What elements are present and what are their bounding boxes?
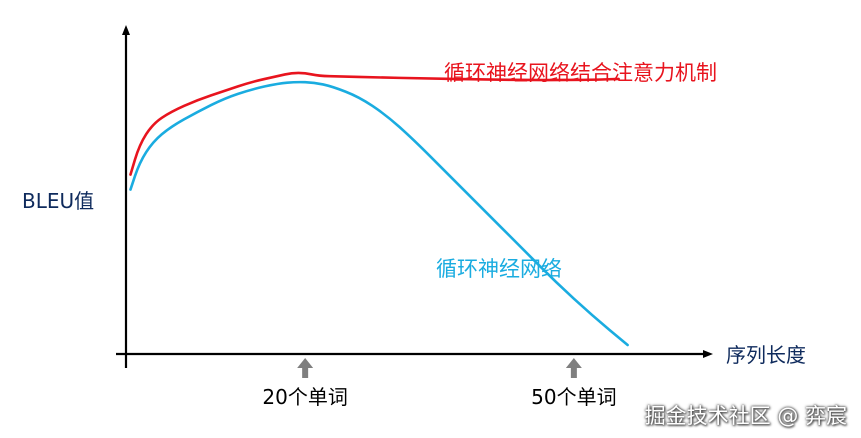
x-marker-0: 20个单词: [262, 358, 348, 409]
marker-layer: 20个单词 50个单词: [262, 358, 617, 409]
watermark: 掘金技术社区 @ 弈宸: [644, 404, 847, 428]
x-marker-arrow-icon: [297, 358, 314, 378]
y-axis-label: BLEU值: [22, 189, 94, 213]
series-layer: [129, 71, 629, 347]
x-marker-1: 50个单词: [531, 358, 617, 409]
x-marker-label: 20个单词: [262, 385, 347, 409]
x-marker-label: 50个单词: [531, 385, 616, 409]
x-marker-arrow-icon: [565, 358, 582, 378]
x-axis-label: 序列长度: [726, 343, 806, 367]
series-label-attention: 循环神经网络结合注意力机制: [444, 61, 717, 85]
series-label-rnn: 循环神经网络: [436, 257, 562, 281]
series-line-0: [129, 71, 620, 176]
series-line-1: [129, 80, 629, 347]
